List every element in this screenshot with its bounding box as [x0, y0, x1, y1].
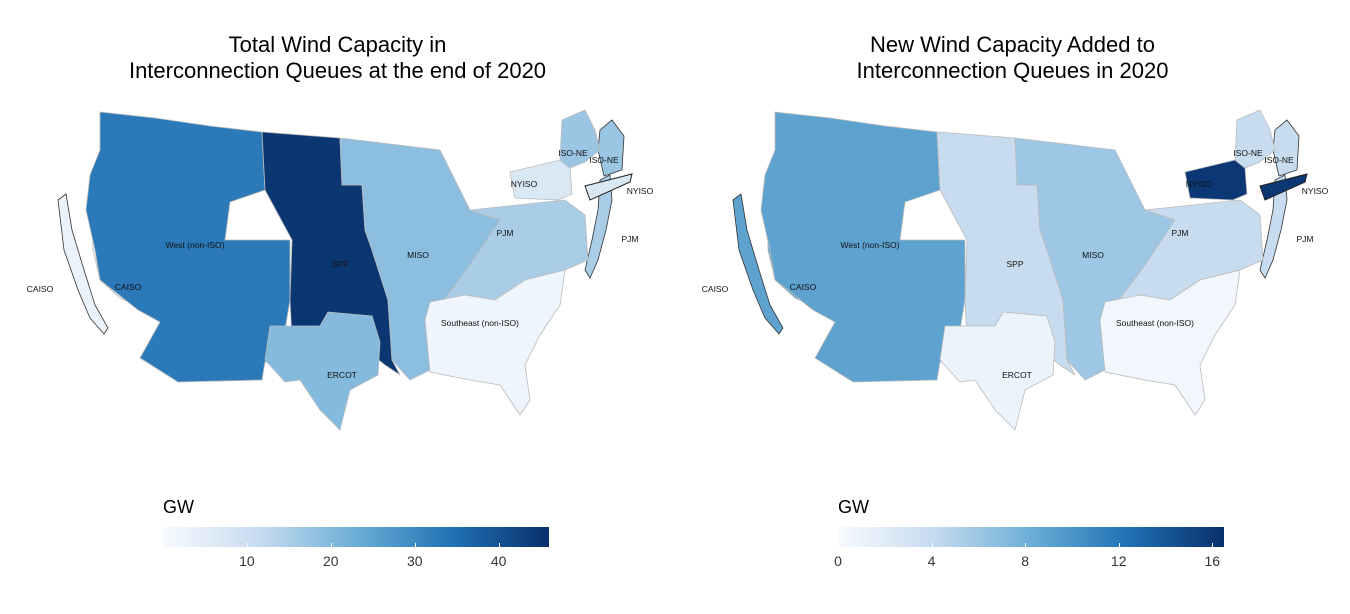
legend-ticks: 0 4 8 12 16 — [834, 543, 1224, 577]
region-label: ISO-NE — [1233, 148, 1263, 158]
region-southeast-non-iso — [1099, 269, 1241, 416]
region-label: MISO — [407, 250, 429, 260]
legend-tick-label: 12 — [1110, 553, 1127, 569]
legend-tick-label: 10 — [239, 553, 255, 569]
legend-title: GW — [163, 497, 194, 517]
region-label: PJM — [497, 228, 514, 238]
region-label: SPP — [331, 259, 348, 269]
offshore-label: ISO-NE — [589, 155, 619, 165]
region-label: SPP — [1006, 259, 1023, 269]
offshore-label: NYISO — [1302, 186, 1329, 196]
offshore-label: CAISO — [702, 284, 729, 294]
legend-tick-label: 16 — [1204, 553, 1221, 569]
legend-color-bar — [163, 527, 549, 547]
region-iso-ne — [1234, 109, 1276, 169]
region-label: PJM — [1172, 228, 1189, 238]
legend-tick-mark — [498, 543, 500, 547]
region-label: NYISO — [1186, 179, 1213, 189]
region-label: NYISO — [511, 179, 538, 189]
region-label: CAISO — [115, 282, 142, 292]
map-title-line-1: Total Wind Capacity in — [228, 32, 447, 57]
map-title: New Wind Capacity Added to Interconnecti… — [675, 32, 1350, 84]
legend-tick-mark — [414, 543, 416, 547]
offshore-nyiso-region — [584, 173, 633, 201]
region-label: Southeast (non-ISO) — [441, 318, 519, 328]
right-map-panel: New Wind Capacity Added to Interconnecti… — [675, 0, 1350, 614]
offshore-label: PJM — [1297, 234, 1314, 244]
offshore-iso-ne-region — [1272, 119, 1300, 177]
map-title-line-2: Interconnection Queues in 2020 — [856, 58, 1169, 83]
region-label: ISO-NE — [558, 148, 588, 158]
legend-tick-mark — [246, 543, 248, 547]
region-label: ERCOT — [1002, 370, 1032, 380]
legend-tick-mark — [1212, 543, 1214, 547]
map-title-line-2: Interconnection Queues at the end of 202… — [128, 58, 547, 83]
region-iso-ne — [559, 109, 601, 169]
legend-tick-label: 40 — [490, 553, 507, 569]
offshore-label: NYISO — [627, 186, 654, 196]
region-label: Southeast (non-ISO) — [1116, 318, 1194, 328]
region-label: CAISO — [790, 282, 817, 292]
left-map-panel: Total Wind Capacity in Interconnection Q… — [0, 32, 675, 577]
map-title-line-1: New Wind Capacity Added to — [870, 32, 1155, 57]
region-label: ERCOT — [327, 370, 357, 380]
legend-tick-label: 0 — [834, 553, 842, 569]
legend-tick-mark — [931, 543, 933, 547]
legend-ticks: 10 20 30 40 — [163, 543, 549, 577]
region-ercot — [264, 311, 381, 431]
legend-color-bar — [838, 527, 1224, 547]
offshore-iso-ne-region — [597, 119, 625, 177]
legend-tick-mark — [838, 543, 839, 547]
offshore-label: ISO-NE — [1264, 155, 1294, 165]
region-label: West (non-ISO) — [841, 240, 900, 250]
region-label: MISO — [1082, 250, 1104, 260]
offshore-label: PJM — [622, 234, 639, 244]
region-ercot — [939, 311, 1056, 431]
choropleth-map: CAISO West (non-ISO) SPP MISO ERCOT PJM Southe… — [27, 109, 654, 431]
legend-tick-mark — [1118, 543, 1120, 547]
map-title: Total Wind Capacity in Interconnection Q… — [0, 32, 675, 84]
legend-tick-label: 20 — [323, 553, 339, 569]
legend-tick-label: 30 — [406, 553, 423, 569]
choropleth-map: CAISO West (non-ISO) SPP MISO ERCOT PJM Southe… — [702, 109, 1329, 431]
legend-tick-mark — [330, 543, 332, 547]
legend-tick-label: 8 — [1021, 553, 1030, 569]
region-label: West (non-ISO) — [166, 240, 225, 250]
offshore-caiso-region — [732, 193, 784, 335]
offshore-label: CAISO — [27, 284, 54, 294]
offshore-nyiso-region — [1259, 173, 1308, 201]
legend-tick-label: 4 — [927, 553, 936, 569]
offshore-caiso-region — [57, 193, 109, 335]
legend-title: GW — [838, 497, 869, 517]
legend-tick-mark — [1025, 543, 1027, 547]
region-southeast-non-iso — [424, 269, 566, 416]
